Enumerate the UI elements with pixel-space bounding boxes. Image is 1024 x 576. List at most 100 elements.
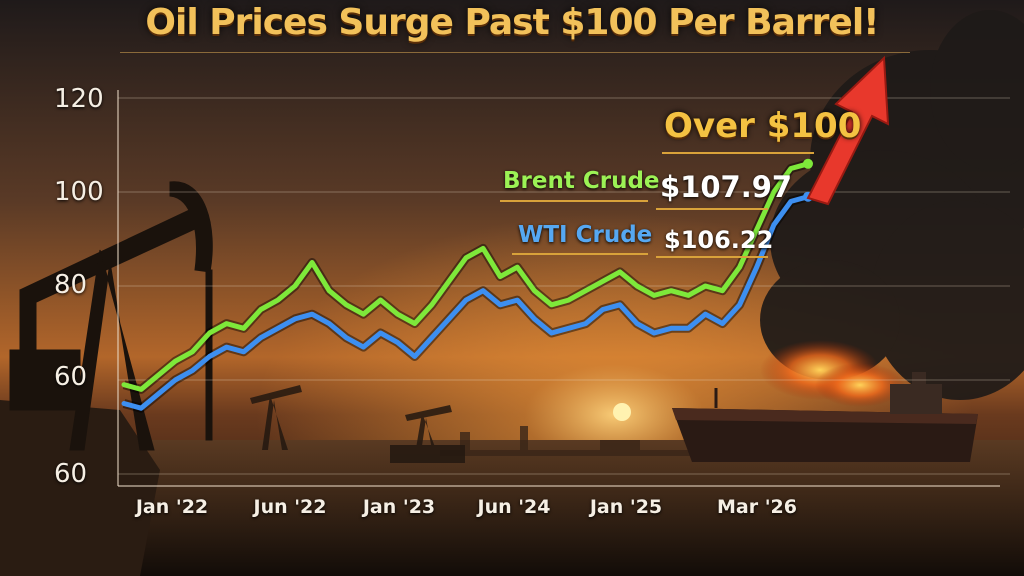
smoke-cloud: [760, 10, 1024, 400]
data-point-brent: [293, 284, 297, 288]
data-point-brent: [515, 265, 519, 269]
data-point-brent: [413, 322, 417, 326]
x-tick-label: Jun '22: [253, 496, 327, 518]
data-point-wti: [122, 402, 126, 405]
data-point-brent: [703, 284, 707, 288]
data-point-brent: [481, 246, 485, 250]
data-point-brent: [379, 298, 382, 302]
y-tick-label: 60: [54, 362, 88, 392]
callout-underline: [662, 152, 814, 154]
legend-brent-label: Brent Crude: [503, 168, 660, 194]
data-point-wti: [276, 326, 280, 330]
data-point-brent: [601, 279, 605, 283]
data-point-brent: [276, 298, 280, 302]
trend-arrow-icon: [806, 55, 890, 206]
data-point-brent: [772, 190, 776, 194]
small-pumpjack-icon: [250, 385, 465, 463]
data-point-brent: [721, 289, 724, 293]
data-point-brent: [327, 289, 331, 293]
data-point-wti: [139, 406, 143, 410]
data-point-brent: [618, 270, 622, 274]
data-point-wti: [396, 340, 400, 344]
data-point-wti: [498, 303, 502, 307]
data-point-brent: [447, 279, 451, 283]
data-point-wti: [430, 336, 434, 340]
data-point-wti: [190, 369, 194, 373]
data-point-brent: [344, 303, 348, 307]
data-point-brent: [173, 359, 177, 363]
data-point-brent: [430, 303, 434, 307]
data-point-wti: [259, 336, 263, 340]
data-point-brent: [584, 289, 588, 293]
data-point-brent: [550, 303, 553, 307]
y-tick-label: 60: [54, 459, 88, 489]
data-point-wti: [532, 317, 536, 321]
data-point-wti: [738, 303, 742, 307]
data-point-wti: [208, 355, 211, 358]
data-point-wti: [413, 355, 417, 358]
data-point-brent: [139, 387, 143, 391]
data-point-wti: [225, 345, 229, 349]
brent-label-underline: [500, 200, 648, 202]
data-point-brent: [498, 275, 502, 279]
data-point-wti: [635, 322, 639, 326]
data-point-wti: [447, 317, 451, 321]
sun: [613, 403, 631, 421]
series-layer: [121, 158, 813, 413]
data-point-brent: [567, 298, 571, 302]
data-point-wti: [310, 312, 314, 316]
legend-wti-label: WTI Crude: [518, 222, 653, 248]
shore: [0, 400, 160, 576]
data-point-wti: [567, 326, 571, 330]
data-point-wti: [464, 298, 468, 302]
data-point-wti: [584, 322, 588, 326]
y-tick-label: 120: [54, 84, 104, 114]
data-point-wti: [481, 289, 485, 293]
data-point-brent: [361, 312, 365, 316]
data-point-wti: [789, 199, 793, 203]
data-point-wti: [772, 223, 776, 227]
data-point-brent: [652, 293, 656, 297]
data-point-wti: [618, 303, 622, 307]
data-point-wti: [361, 345, 365, 349]
data-point-wti: [515, 298, 519, 302]
title-underline: [120, 52, 910, 53]
x-tick-label: Jan '23: [362, 496, 436, 518]
data-point-brent: [208, 331, 211, 335]
data-point-wti: [379, 331, 382, 335]
data-point-brent: [738, 265, 742, 269]
data-point-wti: [293, 317, 297, 321]
data-point-wti: [755, 265, 759, 269]
data-point-brent: [259, 308, 263, 311]
sea: [0, 440, 1024, 576]
y-tick-label: 100: [54, 177, 104, 207]
wti-value: $106.22: [664, 226, 774, 254]
data-point-wti: [703, 312, 707, 316]
data-point-brent: [789, 167, 793, 170]
data-point-brent: [464, 256, 468, 260]
data-point-brent: [396, 312, 400, 316]
data-point-wti: [173, 378, 177, 382]
fire-glow-2: [815, 363, 905, 407]
oil-tanker: [672, 372, 978, 462]
wti-label-underline: [512, 253, 648, 255]
data-point-wti: [686, 326, 690, 330]
data-point-brent: [242, 326, 246, 330]
data-point-wti: [156, 392, 160, 396]
data-point-wti: [721, 322, 724, 326]
data-point-brent: [532, 289, 536, 293]
y-tick-label: 80: [54, 270, 88, 300]
data-point-brent: [635, 284, 639, 288]
x-tick-label: Mar '26: [717, 496, 797, 518]
data-point-brent: [190, 350, 194, 354]
data-point-wti: [327, 322, 331, 326]
data-point-brent: [755, 228, 759, 232]
data-point-wti: [601, 308, 605, 311]
data-point-brent: [156, 373, 160, 377]
x-tick-label: Jan '25: [589, 496, 663, 518]
wti-value-underline: [656, 256, 768, 258]
data-point-wti: [669, 326, 673, 330]
data-point-wti: [550, 331, 553, 335]
